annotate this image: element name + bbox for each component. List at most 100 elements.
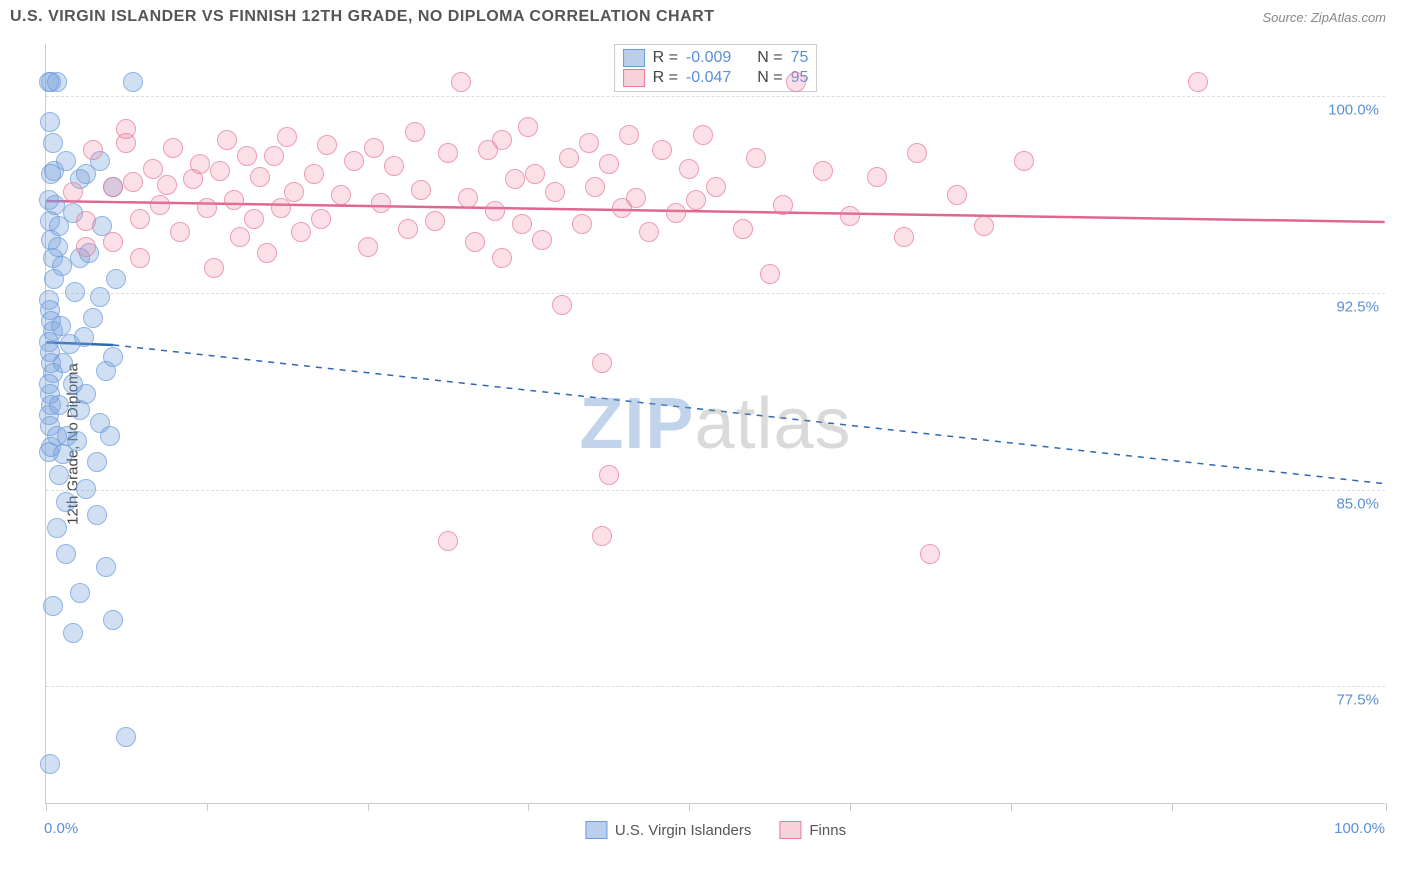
data-point-finn [244,209,264,229]
data-point-usvi [40,754,60,774]
data-point-usvi [56,492,76,512]
data-point-finn [163,138,183,158]
swatch-pink-icon [779,821,801,839]
x-tick [850,803,851,811]
legend-label: Finns [809,822,846,839]
data-point-usvi [87,452,107,472]
data-point-finn [331,185,351,205]
data-point-finn [733,219,753,239]
data-point-usvi [87,505,107,525]
data-point-usvi [48,237,68,257]
data-point-finn [532,230,552,250]
data-point-finn [224,190,244,210]
data-point-finn [840,206,860,226]
data-point-finn [773,195,793,215]
swatch-pink-icon [623,69,645,87]
data-point-finn [894,227,914,247]
data-point-finn [384,156,404,176]
data-point-usvi [116,727,136,747]
data-point-finn [264,146,284,166]
data-point-finn [579,133,599,153]
data-point-usvi [47,72,67,92]
data-point-usvi [76,479,96,499]
data-point-finn [686,190,706,210]
data-point-usvi [90,287,110,307]
y-tick-label: 85.0% [1336,495,1379,512]
data-point-finn [438,143,458,163]
data-point-finn [217,130,237,150]
n-label: N = [757,69,782,87]
data-point-usvi [45,195,65,215]
data-point-finn [284,182,304,202]
data-point-finn [237,146,257,166]
data-point-finn [123,172,143,192]
data-point-finn [813,161,833,181]
data-point-finn [652,140,672,160]
gridline [46,96,1385,97]
data-point-finn [405,122,425,142]
x-axis-min-label: 0.0% [44,820,78,837]
data-point-usvi [49,465,69,485]
data-point-finn [746,148,766,168]
data-point-usvi [103,347,123,367]
data-point-finn [947,185,967,205]
gridline [46,293,1385,294]
x-axis-max-label: 100.0% [1334,820,1385,837]
r-value: -0.009 [686,49,731,67]
data-point-usvi [65,282,85,302]
r-value: -0.047 [686,69,731,87]
data-point-usvi [100,426,120,446]
data-point-usvi [43,133,63,153]
x-tick [1172,803,1173,811]
data-point-finn [425,211,445,231]
data-point-finn [76,211,96,231]
legend-row-pink: R = -0.047 N = 95 [623,68,809,88]
series-legend: U.S. Virgin Islanders Finns [585,821,846,839]
x-tick [1386,803,1387,811]
data-point-finn [411,180,431,200]
data-point-usvi [63,623,83,643]
data-point-finn [311,209,331,229]
data-point-finn [492,130,512,150]
data-point-finn [458,188,478,208]
data-point-finn [83,140,103,160]
data-point-finn [599,465,619,485]
data-point-finn [666,203,686,223]
data-point-finn [157,175,177,195]
data-point-finn [592,526,612,546]
n-label: N = [757,49,782,67]
data-point-finn [512,214,532,234]
data-point-finn [250,167,270,187]
r-label: R = [653,69,678,87]
data-point-finn [545,182,565,202]
data-point-usvi [70,583,90,603]
data-point-finn [505,169,525,189]
data-point-finn [271,198,291,218]
x-tick [1011,803,1012,811]
n-value: 75 [791,49,809,67]
y-tick-label: 92.5% [1336,298,1379,315]
data-point-finn [210,161,230,181]
legend-item-finns: Finns [779,821,846,839]
data-point-finn [619,125,639,145]
data-point-finn [197,198,217,218]
data-point-finn [204,258,224,278]
data-point-finn [465,232,485,252]
data-point-finn [130,209,150,229]
watermark: ZIPatlas [579,383,851,465]
data-point-finn [130,248,150,268]
data-point-finn [706,177,726,197]
data-point-finn [451,72,471,92]
data-point-finn [358,237,378,257]
chart-container: 12th Grade, No Diploma ZIPatlas R = -0.0… [0,34,1406,854]
legend-row-blue: R = -0.009 N = 75 [623,48,809,68]
data-point-finn [438,531,458,551]
data-point-finn [76,237,96,257]
data-point-finn [317,135,337,155]
data-point-usvi [123,72,143,92]
data-point-finn [304,164,324,184]
data-point-finn [277,127,297,147]
chart-source: Source: ZipAtlas.com [1262,10,1386,25]
data-point-finn [257,243,277,263]
trend-line [113,345,1384,484]
